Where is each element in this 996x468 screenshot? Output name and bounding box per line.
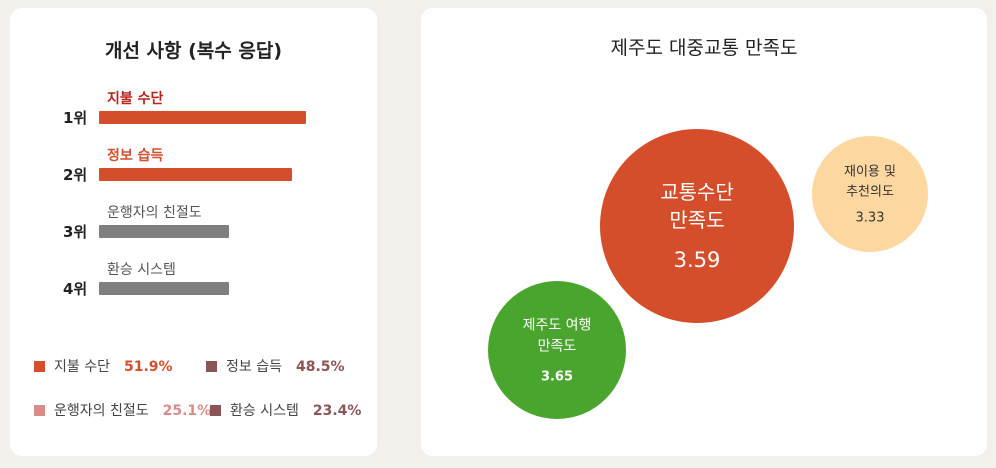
bubble xyxy=(600,129,794,323)
legend-percent: 48.5% xyxy=(295,359,345,375)
bar-item-label: 환승 시스템 xyxy=(107,262,176,278)
bar xyxy=(99,111,306,124)
bar-item-label: 운행자의 친절도 xyxy=(107,205,202,221)
legend-label: 정보 습득 xyxy=(226,359,282,375)
legend-label: 운행자의 친절도 xyxy=(54,403,149,419)
legend-item: 환승 시스템 23.4% xyxy=(210,400,361,420)
bubble-value: 3.33 xyxy=(856,211,885,226)
bubble-label: 추천의도 xyxy=(846,185,894,200)
legend-swatch xyxy=(34,405,45,416)
bar-rank-label: 4위 xyxy=(63,280,88,298)
bubble-label: 만족도 xyxy=(538,338,577,354)
bubble-label: 재이용 및 xyxy=(844,165,896,180)
legend-label: 지불 수단 xyxy=(54,359,110,375)
bar xyxy=(99,168,293,181)
legend-swatch xyxy=(206,361,217,372)
bar-rank-label: 3위 xyxy=(63,223,88,241)
bubble-label: 제주도 여행 xyxy=(523,317,592,333)
legend-percent: 25.1% xyxy=(162,403,212,419)
satisfaction-title: 제주도 대중교통 만족도 xyxy=(610,37,798,59)
bubble xyxy=(488,281,626,419)
bubble-label: 만족도 xyxy=(669,208,724,232)
bubble-label: 교통수단 xyxy=(660,180,734,204)
bubble xyxy=(812,136,928,252)
legend-item: 지불 수단 51.9% xyxy=(34,356,173,376)
legend-swatch xyxy=(34,361,45,372)
legend-percent: 51.9% xyxy=(123,359,173,375)
bar xyxy=(99,225,229,238)
legend-swatch xyxy=(210,405,221,416)
bar xyxy=(99,282,229,295)
legend-percent: 23.4% xyxy=(312,403,362,419)
legend-item: 정보 습득 48.5% xyxy=(206,356,345,376)
bubble-value: 3.59 xyxy=(674,248,721,272)
bubble-value: 3.65 xyxy=(541,369,573,384)
bar-rank-label: 1위 xyxy=(63,109,88,127)
improvements-title: 개선 사항 (복수 응답) xyxy=(104,40,283,62)
bar-item-label: 정보 습득 xyxy=(107,148,164,164)
bar-rank-label: 2위 xyxy=(63,166,88,184)
bar-item-label: 지불 수단 xyxy=(107,91,164,107)
legend-item: 운행자의 친절도 25.1% xyxy=(34,400,211,420)
legend-label: 환승 시스템 xyxy=(230,403,299,419)
